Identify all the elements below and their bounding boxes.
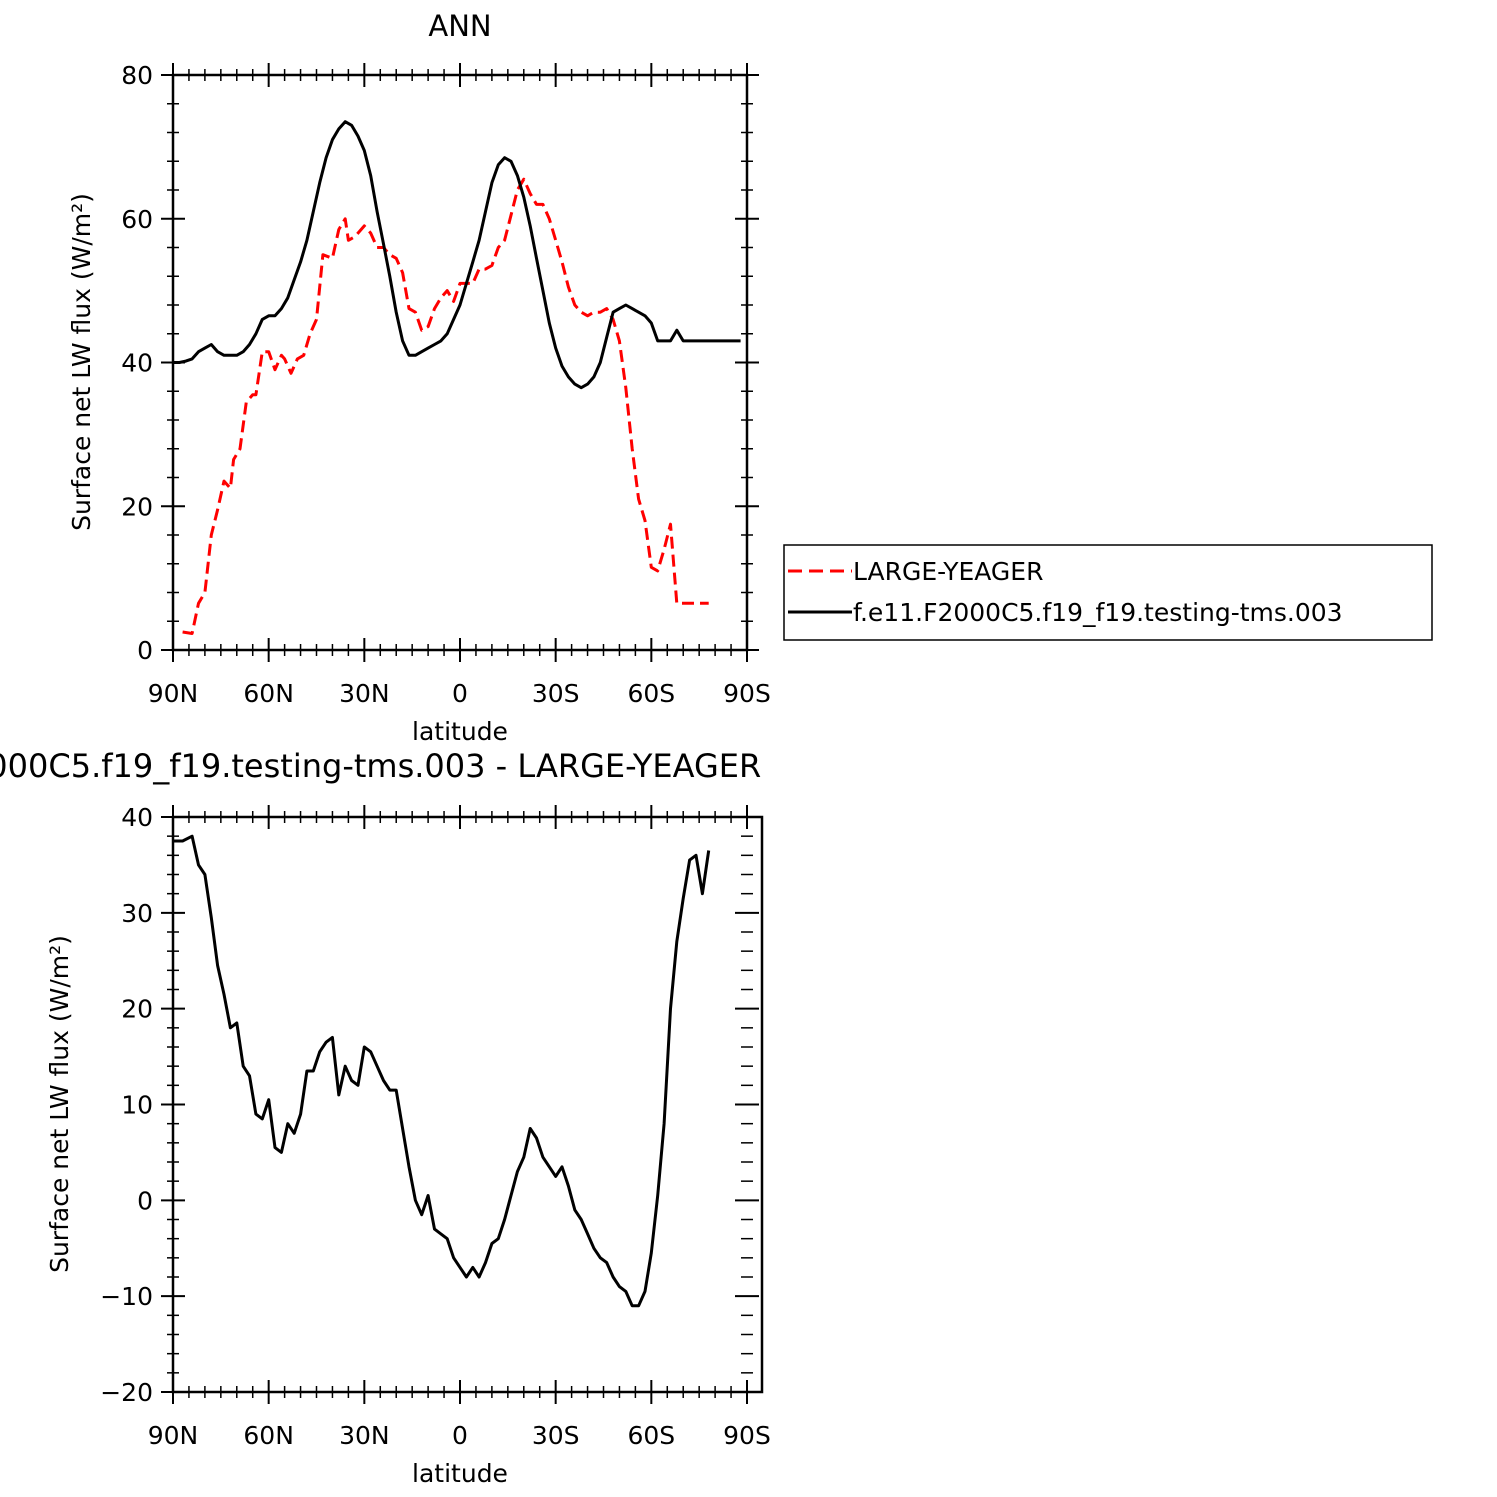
bottom-series-line-difference	[173, 834, 711, 1308]
top-y-tick-label: 20	[121, 492, 153, 521]
top-panel: ANN 0 20 40 60 80 90N 60N 30N 0 30S 60S 90S latitud…	[67, 9, 771, 746]
top-x-axis-label: latitude	[412, 717, 508, 746]
bottom-plot-frame	[171, 815, 764, 1394]
top-x-tick-label: 90S	[723, 679, 771, 708]
top-y-tick-label: 80	[121, 61, 153, 90]
top-y-tick-label: 40	[121, 349, 153, 378]
bottom-y-tick-label: −20	[100, 1378, 153, 1407]
legend-label-model: f.e11.F2000C5.f19_f19.testing-tms.003	[853, 598, 1343, 627]
top-series-line-f-e11-f2000c5-f19-f19-testing-tms-003	[173, 120, 741, 390]
legend-label-large-yeager: LARGE-YEAGER	[853, 557, 1043, 586]
bottom-x-tick-label: 60N	[243, 1421, 294, 1450]
bottom-y-tick-label: 20	[121, 995, 153, 1024]
bottom-x-tick-label: 90S	[723, 1421, 771, 1450]
bottom-y-tick-label: 10	[121, 1091, 153, 1120]
bottom-x-tick-label: 30S	[532, 1421, 580, 1450]
top-series-line-large-yeager	[182, 177, 709, 635]
bottom-chart-title: f.e11.F2000C5.f19_f19.testing-tms.003 - …	[0, 747, 761, 785]
top-x-tick-label: 90N	[148, 679, 199, 708]
top-chart-title: ANN	[428, 9, 491, 43]
legend-box	[783, 544, 1433, 641]
bottom-y-tick-label: 30	[121, 899, 153, 928]
top-x-tick-label: 0	[452, 679, 468, 708]
top-y-axis-label: Surface net LW flux (W/m²)	[67, 193, 96, 531]
top-x-tick-label: 30N	[339, 679, 390, 708]
bottom-x-tick-label: 0	[452, 1421, 468, 1450]
bottom-x-tick-label: 30N	[339, 1421, 390, 1450]
bottom-y-tick-label: 40	[121, 803, 153, 832]
bottom-x-axis-label: latitude	[412, 1459, 508, 1488]
bottom-y-tick-label: −10	[100, 1282, 153, 1311]
bottom-y-tick-label: 0	[137, 1186, 153, 1215]
bottom-y-axis-label: Surface net LW flux (W/m²)	[45, 935, 74, 1273]
bottom-x-tick-label: 90N	[148, 1421, 199, 1450]
legend: LARGE-YEAGER f.e11.F2000C5.f19_f19.testi…	[783, 544, 1433, 641]
top-x-tick-label: 60N	[243, 679, 294, 708]
top-y-tick-label: 0	[137, 636, 153, 665]
top-x-tick-label: 60S	[627, 679, 675, 708]
bottom-x-tick-label: 60S	[627, 1421, 675, 1450]
top-y-tick-label: 60	[121, 205, 153, 234]
top-x-tick-label: 30S	[532, 679, 580, 708]
bottom-panel: f.e11.F2000C5.f19_f19.testing-tms.003 - …	[0, 747, 771, 1488]
